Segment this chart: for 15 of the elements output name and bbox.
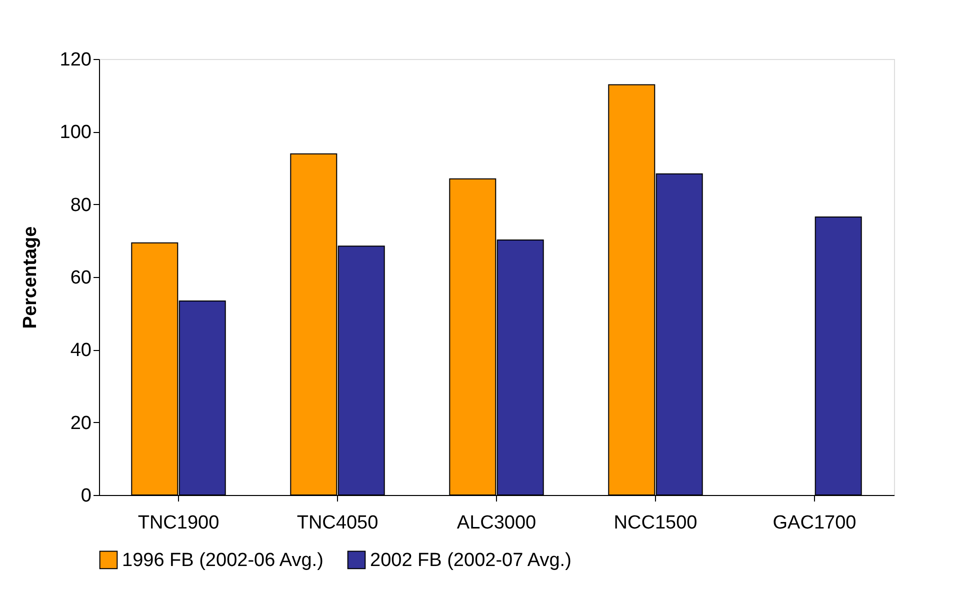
y-tick-label: 120 — [60, 50, 92, 70]
y-tick-label: 80 — [70, 194, 92, 216]
y-axis-title: Percentage — [20, 226, 41, 329]
legend-label: 2002 FB (2002-07 Avg.) — [370, 550, 572, 571]
x-tick-label: ALC3000 — [456, 512, 536, 534]
y-tick-label: 20 — [70, 412, 92, 434]
y-tick-label: 40 — [70, 340, 92, 362]
y-tick-label: 100 — [60, 122, 92, 144]
x-tick-label: GAC1700 — [772, 512, 856, 534]
y-tick-label: 60 — [70, 268, 92, 288]
y-tick-label: 0 — [80, 486, 92, 506]
legend-label: 1996 FB (2002-06 Avg.) — [122, 550, 324, 571]
x-tick-label: TNC1900 — [138, 512, 220, 534]
x-tick-label: TNC4050 — [296, 512, 378, 534]
x-tick-label: NCC1500 — [614, 512, 698, 534]
